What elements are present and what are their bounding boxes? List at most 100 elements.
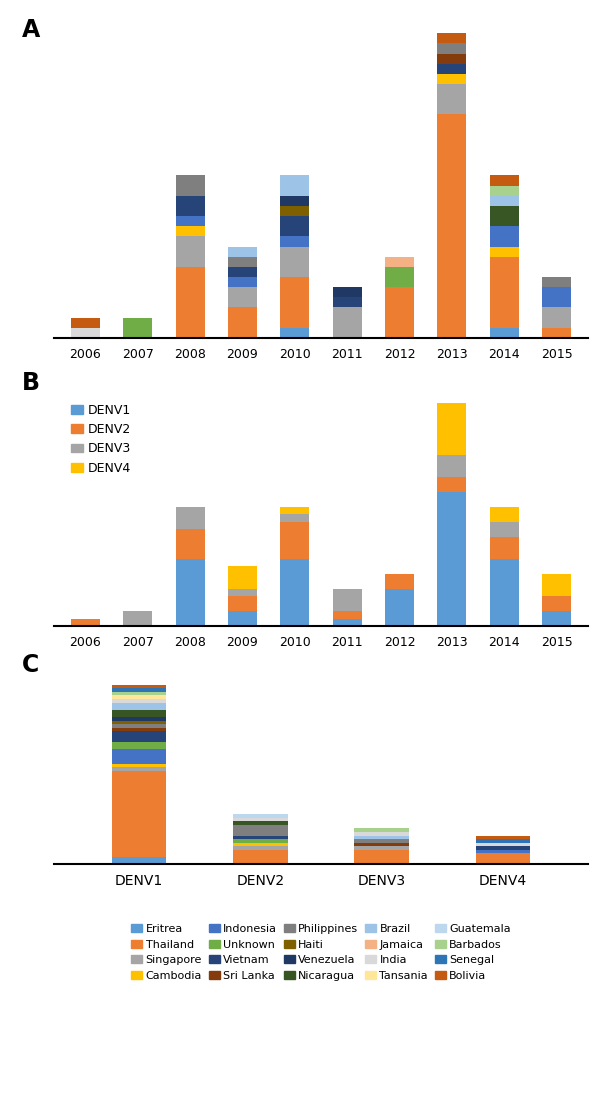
Bar [355,847,409,850]
Bar [112,696,166,699]
Bar [333,287,362,297]
Text: C: C [22,653,39,677]
Bar [233,835,287,839]
Bar [542,328,571,338]
Bar [280,328,309,338]
Bar [124,318,152,338]
Bar [112,858,166,864]
Bar [176,196,205,216]
Bar [490,247,518,257]
Bar [355,835,409,839]
Legend: Eritrea, Thailand, Singapore, Cambodia, Indonesia, Unknown, Vietnam, Sri Lanka, : Eritrea, Thailand, Singapore, Cambodia, … [131,924,511,981]
Bar [490,506,518,522]
Bar [176,226,205,236]
Bar [490,196,518,206]
Bar [228,588,257,596]
Bar [437,43,466,53]
Bar [176,530,205,560]
Bar [228,287,257,307]
Bar [233,839,287,843]
Bar [280,175,309,196]
Bar [228,307,257,338]
Bar [112,691,166,696]
Bar [280,196,309,206]
Bar [490,226,518,247]
Bar [490,560,518,626]
Bar [176,560,205,626]
Bar [333,588,362,612]
Bar [112,699,166,702]
Bar [437,478,466,492]
Bar [280,206,309,216]
Bar [280,236,309,247]
Bar [112,742,166,749]
Bar [112,717,166,720]
Bar [490,257,518,328]
Bar [233,843,287,847]
Bar [233,818,287,821]
Bar [333,307,362,338]
Bar [176,236,205,267]
Bar [355,829,409,832]
Bar [280,277,309,328]
Bar [355,850,409,864]
Bar [476,835,530,839]
Bar [542,574,571,596]
Bar [437,33,466,43]
Bar [490,185,518,196]
Bar [385,588,414,626]
Bar [124,612,152,626]
Bar [333,618,362,626]
Bar [437,74,466,84]
Bar [476,843,530,847]
Bar [490,206,518,226]
Bar [112,702,166,710]
Bar [333,297,362,307]
Bar [112,710,166,717]
Legend: DENV1, DENV2, DENV3, DENV4: DENV1, DENV2, DENV3, DENV4 [65,399,136,480]
Bar [437,454,466,478]
Bar [490,522,518,536]
Bar [176,267,205,338]
Bar [437,84,466,114]
Bar [112,720,166,725]
Bar [355,832,409,835]
Text: B: B [22,371,40,396]
Bar [233,824,287,835]
Bar [71,328,100,338]
Bar [228,596,257,612]
Bar [228,257,257,267]
Bar [542,277,571,287]
Bar [437,402,466,454]
Bar [280,514,309,522]
Bar [490,328,518,338]
Bar [233,847,287,850]
Bar [385,267,414,287]
Bar [385,257,414,267]
Bar [333,612,362,618]
Bar [385,287,414,338]
Bar [280,560,309,626]
Bar [355,843,409,847]
Bar [112,685,166,688]
Bar [542,287,571,307]
Bar [490,536,518,560]
Bar [542,596,571,612]
Bar [476,839,530,843]
Bar [112,731,166,742]
Bar [112,688,166,691]
Bar [228,267,257,277]
Text: A: A [22,18,40,42]
Bar [112,749,166,763]
Bar [112,728,166,731]
Bar [71,618,100,626]
Bar [542,307,571,328]
Bar [280,522,309,560]
Bar [437,492,466,626]
Bar [176,216,205,226]
Bar [233,821,287,824]
Bar [437,114,466,338]
Bar [437,63,466,74]
Bar [476,853,530,864]
Bar [112,763,166,767]
